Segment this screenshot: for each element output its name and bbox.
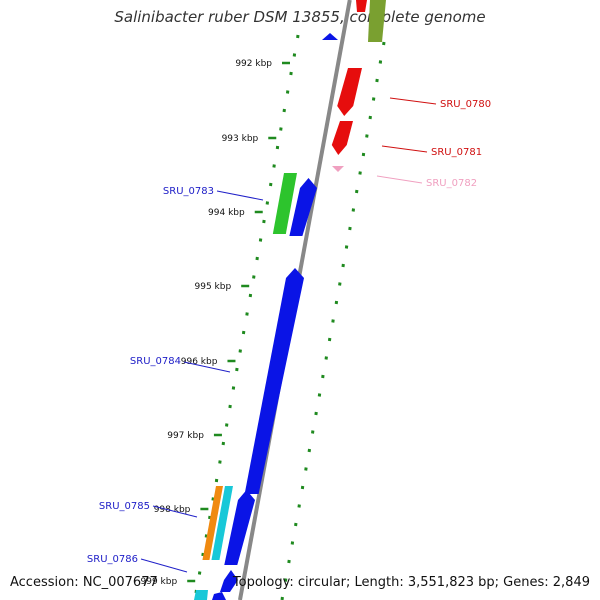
gene-SRU_0781 [331, 121, 353, 155]
kbp-label: 993 kbp [222, 134, 259, 144]
gene-SRU_0783-green [272, 173, 297, 234]
gene-SRU_0780 [337, 68, 362, 116]
kbp-label: 994 kbp [208, 208, 245, 218]
kbp-label: 997 kbp [167, 431, 204, 441]
kbp-label: 992 kbp [235, 59, 272, 69]
gene-top-red [356, 0, 367, 12]
kbp-label: 996 kbp [181, 357, 218, 367]
gene-SRU_0782 [332, 166, 344, 172]
gene-SRU_0786 [219, 570, 238, 592]
gene-label-SRU_0780: SRU_0780 [440, 99, 491, 110]
label-leader-SRU_0786 [140, 558, 188, 573]
label-leader-SRU_0785 [152, 505, 198, 518]
gene-bottom-cyan [194, 590, 208, 600]
gene-label-SRU_0785: SRU_0785 [99, 501, 150, 512]
gene-label-SRU_0786: SRU_0786 [87, 554, 138, 565]
kbp-label: 999 kbp [141, 577, 178, 587]
gene-label-SRU_0783: SRU_0783 [163, 186, 214, 197]
gene-top-olive [368, 0, 386, 42]
inner-tick-row [194, 34, 300, 594]
gene-label-SRU_0784: SRU_0784 [130, 356, 181, 367]
label-leader-SRU_0780 [389, 97, 437, 105]
gene-label-SRU_0781: SRU_0781 [431, 147, 482, 158]
kbp-label: 995 kbp [195, 282, 232, 292]
gene-top-blue [322, 33, 338, 40]
label-leader-SRU_0783 [216, 190, 264, 201]
accession-label: Accession: NC_007677 [10, 575, 158, 590]
kbp-label: 998 kbp [154, 505, 191, 515]
outer-tick-row [280, 41, 386, 600]
topology-label: Topology: circular; Length: 3,551,823 bp… [232, 575, 590, 590]
gene-SRU_0783 [289, 178, 317, 236]
genome-title: Salinibacter ruber DSM 13855, complete g… [114, 8, 486, 26]
gene-SRU_0785-cyan [211, 486, 233, 560]
label-leader-SRU_0782 [376, 175, 423, 184]
label-leader-SRU_0781 [381, 145, 428, 153]
gene-SRU_0785 [224, 490, 255, 565]
gene-SRU_0784 [244, 268, 304, 494]
gene-bottom-blue [212, 592, 226, 600]
gene-label-SRU_0782: SRU_0782 [426, 178, 477, 189]
label-leader-SRU_0784 [183, 361, 231, 373]
gene-SRU_0785-orange [202, 486, 223, 560]
